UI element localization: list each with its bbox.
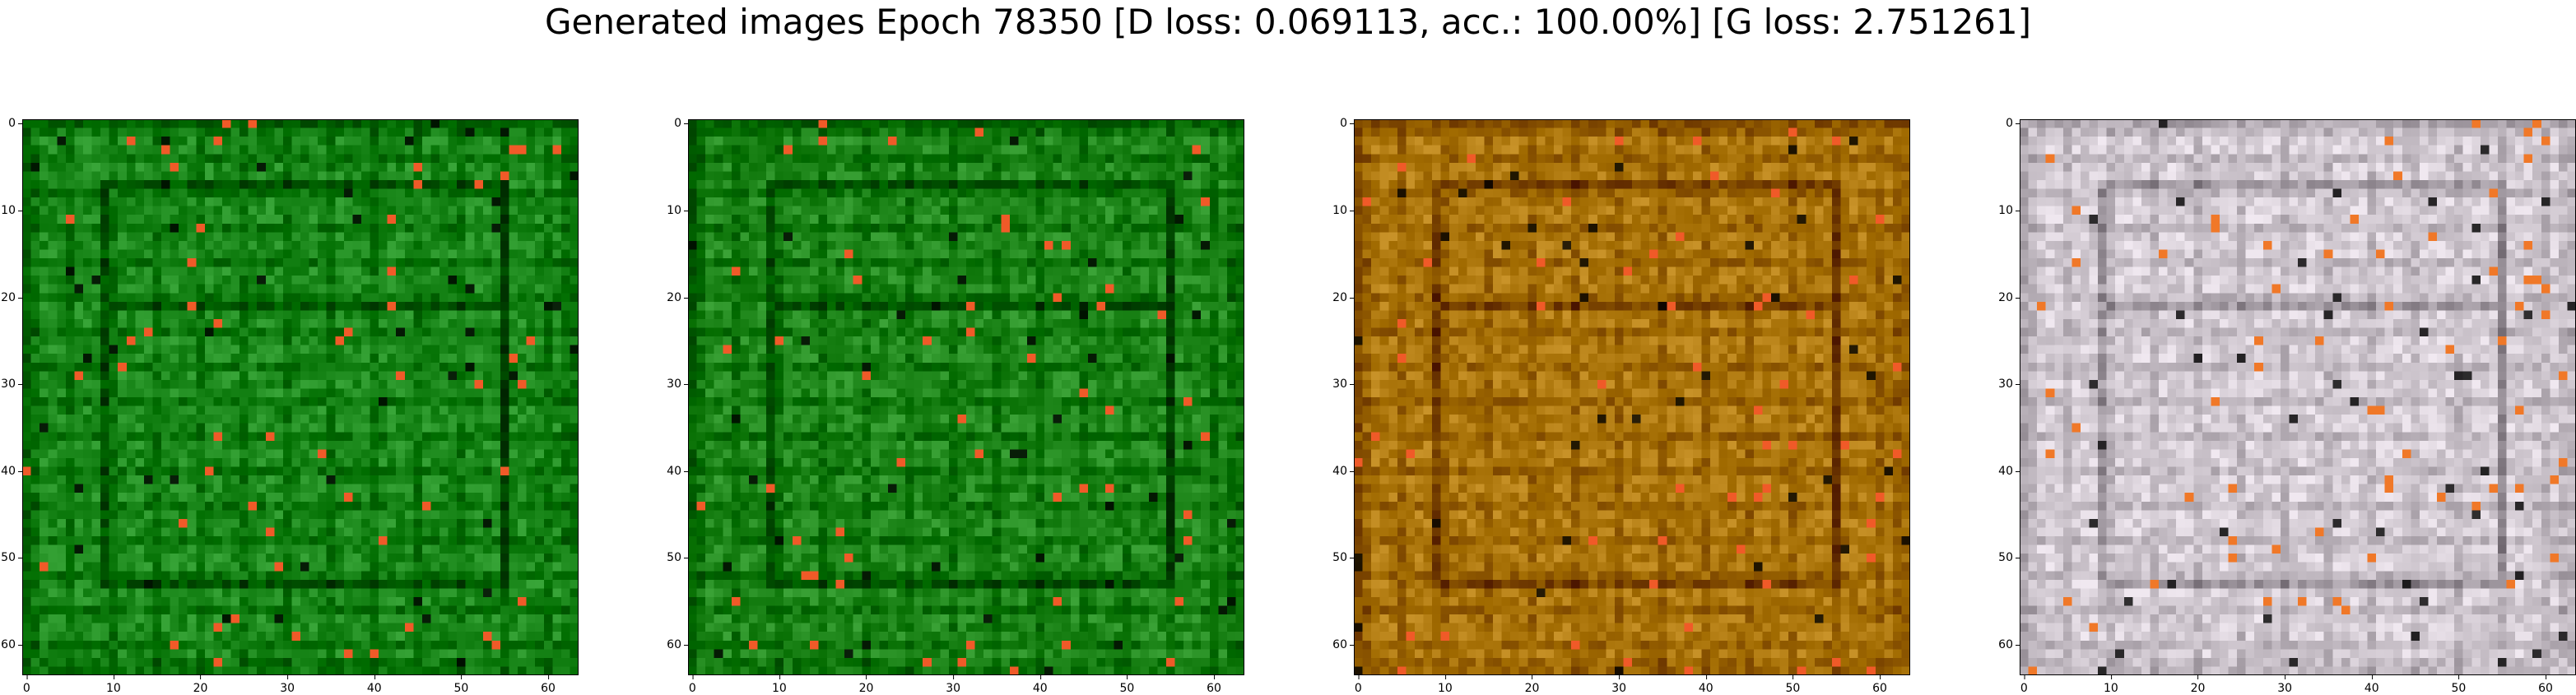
x-tick-label: 20 [1524,674,1540,695]
x-tick-label: 20 [2190,674,2206,695]
y-tick-label: 20 [1332,290,1355,304]
x-tick-label: 10 [771,674,787,695]
generated-image-panel-3: 0 10 20 30 40 50 60 0 10 20 30 40 50 60 [1332,117,1910,695]
generated-image [1354,119,1910,675]
x-tick-label: 10 [1437,674,1453,695]
generated-image [688,119,1244,675]
y-tick-label: 40 [1332,464,1355,478]
x-tick-label: 30 [1611,674,1627,695]
y-tick-label: 50 [1,551,23,565]
x-tick-label: 10 [105,674,121,695]
x-tick-label: 30 [2277,674,2293,695]
x-tick-label: 50 [453,674,469,695]
y-tick-label: 10 [667,203,689,217]
y-tick-label: 50 [1332,551,1355,565]
x-tick-label: 60 [541,674,556,695]
generated-image-panel-1: 0 10 20 30 40 50 60 0 10 20 30 40 50 60 [1,117,579,695]
y-tick-label: 10 [1332,203,1355,217]
y-tick-label: 20 [1,290,23,304]
x-tick-label: 0 [2020,674,2028,695]
x-tick-label: 30 [946,674,961,695]
y-tick-label: 60 [1,638,23,652]
y-tick-label: 60 [1332,638,1355,652]
x-tick-label: 40 [1032,674,1048,695]
y-tick-label: 30 [1332,378,1355,392]
y-tick-label: 0 [674,117,689,131]
x-tick-label: 0 [1354,674,1362,695]
y-tick-label: 10 [1998,203,2020,217]
x-tick-label: 60 [1207,674,1221,695]
x-tick-label: 50 [2451,674,2467,695]
generated-image-panel-2: 0 10 20 30 40 50 60 0 10 20 30 40 50 60 [667,117,1244,695]
y-tick-label: 20 [1998,290,2020,304]
generated-image [22,119,579,675]
x-tick-label: 0 [22,674,30,695]
y-tick-label: 0 [2006,117,2020,131]
x-tick-label: 30 [280,674,295,695]
x-tick-label: 60 [1872,674,1887,695]
y-tick-label: 10 [1,203,23,217]
x-tick-label: 10 [2103,674,2118,695]
y-tick-label: 0 [8,117,23,131]
x-tick-label: 50 [1119,674,1135,695]
generated-image [2020,119,2576,675]
x-tick-label: 50 [1785,674,1801,695]
x-tick-label: 20 [858,674,874,695]
x-tick-label: 40 [366,674,382,695]
y-tick-label: 40 [1,464,23,478]
x-tick-label: 0 [688,674,696,695]
y-tick-label: 50 [667,551,689,565]
x-tick-label: 40 [2364,674,2379,695]
x-tick-label: 20 [193,674,208,695]
x-tick-label: 40 [1698,674,1713,695]
y-tick-label: 50 [1998,551,2020,565]
y-tick-label: 20 [667,290,689,304]
y-tick-label: 0 [1340,117,1355,131]
y-tick-label: 60 [667,638,689,652]
y-tick-label: 30 [1,378,23,392]
y-tick-label: 60 [1998,638,2020,652]
generated-image-panel-4: 0 10 20 30 40 50 60 0 10 20 30 40 50 60 [1998,117,2576,695]
x-tick-label: 60 [2538,674,2553,695]
y-tick-label: 30 [667,378,689,392]
y-tick-label: 30 [1998,378,2020,392]
figure-title: Generated images Epoch 78350 [D loss: 0.… [544,2,2032,42]
y-tick-label: 40 [667,464,689,478]
y-tick-label: 40 [1998,464,2020,478]
